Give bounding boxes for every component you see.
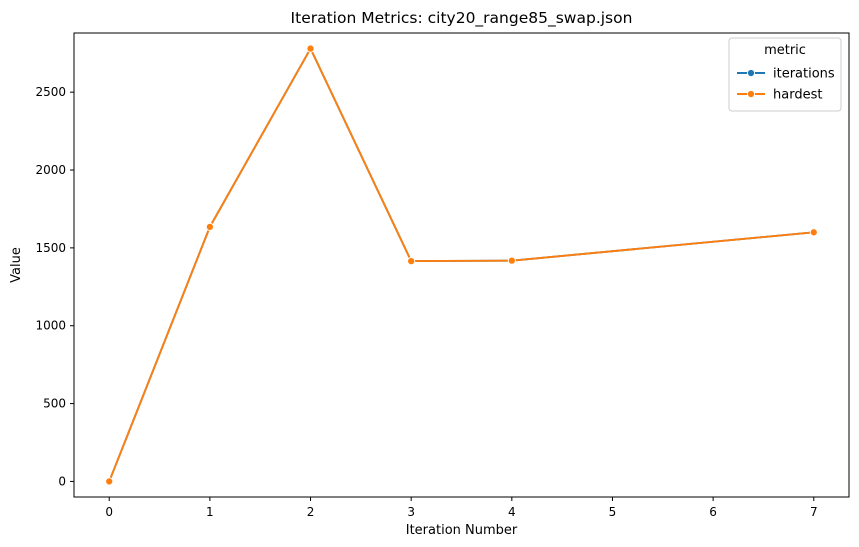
x-axis-label: Iteration Number bbox=[406, 523, 518, 538]
data-point-hardest bbox=[205, 222, 214, 231]
legend-swatch-marker bbox=[746, 68, 756, 78]
plot-frame bbox=[73, 32, 850, 498]
data-point-hardest bbox=[407, 257, 416, 266]
plot-area bbox=[74, 33, 849, 497]
y-tick-label: 500 bbox=[43, 397, 66, 411]
y-tick-label: 2500 bbox=[35, 85, 66, 99]
series-hardest bbox=[105, 44, 818, 486]
y-tick-label: 1000 bbox=[35, 319, 66, 333]
y-axis-label: Value bbox=[9, 247, 24, 283]
legend-swatch-marker bbox=[746, 89, 756, 99]
legend-title: metric bbox=[764, 43, 806, 58]
legend-box bbox=[728, 37, 842, 112]
x-tick-label: 5 bbox=[609, 505, 617, 519]
y-tick-label: 0 bbox=[58, 474, 66, 488]
series-layer bbox=[105, 44, 818, 486]
x-tick-label: 4 bbox=[508, 505, 516, 519]
series-line-hardest bbox=[108, 47, 815, 483]
x-tick-label: 1 bbox=[206, 505, 214, 519]
x-axis-ticks: 0 1 2 3 4 5 6 7 bbox=[105, 497, 818, 519]
legend-label: iterations bbox=[773, 67, 835, 82]
y-axis-ticks: 0 500 1000 1500 2000 2500 bbox=[35, 85, 74, 488]
x-tick-label: 2 bbox=[307, 505, 315, 519]
data-point-hardest bbox=[105, 477, 114, 486]
x-tick-label: 0 bbox=[105, 505, 113, 519]
legend-entry-iterations: iterations bbox=[737, 67, 835, 82]
data-point-hardest bbox=[809, 228, 818, 237]
y-tick-label: 1500 bbox=[35, 241, 66, 255]
data-point-hardest bbox=[306, 44, 315, 53]
legend: metric iterations hardest bbox=[728, 37, 842, 112]
x-tick-label: 7 bbox=[810, 505, 818, 519]
chart-title: Iteration Metrics: city20_range85_swap.j… bbox=[291, 9, 633, 28]
x-tick-label: 6 bbox=[709, 505, 717, 519]
data-point-hardest bbox=[507, 256, 516, 265]
y-tick-label: 2000 bbox=[35, 163, 66, 177]
x-tick-label: 3 bbox=[407, 505, 415, 519]
legend-label: hardest bbox=[773, 88, 822, 103]
legend-entries: iterations hardest bbox=[737, 67, 835, 103]
legend-entry-hardest: hardest bbox=[737, 88, 822, 103]
